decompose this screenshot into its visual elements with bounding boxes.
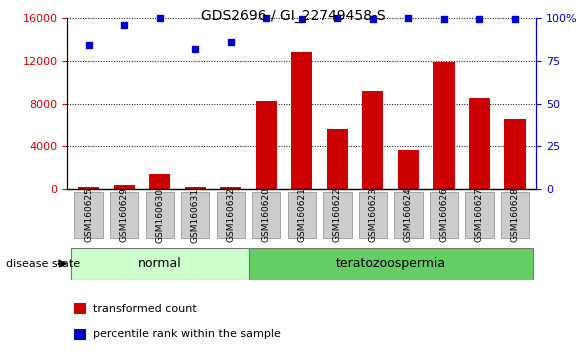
FancyBboxPatch shape: [252, 192, 281, 238]
Point: [510, 17, 520, 22]
Point: [190, 46, 200, 51]
Bar: [114, 185, 135, 189]
Bar: [504, 119, 526, 189]
Text: GSM160630: GSM160630: [155, 188, 164, 242]
FancyBboxPatch shape: [500, 192, 529, 238]
Point: [475, 17, 484, 22]
Bar: [291, 52, 312, 189]
Point: [84, 42, 93, 48]
Bar: [220, 187, 241, 189]
Point: [297, 17, 306, 22]
Point: [120, 22, 129, 27]
Text: GSM160628: GSM160628: [510, 188, 519, 242]
Text: normal: normal: [138, 257, 182, 270]
Text: GSM160622: GSM160622: [333, 188, 342, 242]
Bar: [74, 303, 86, 314]
Point: [404, 15, 413, 21]
FancyBboxPatch shape: [248, 248, 533, 280]
Bar: [185, 187, 206, 189]
Text: GSM160621: GSM160621: [297, 188, 306, 242]
Bar: [74, 329, 86, 340]
Bar: [326, 129, 348, 189]
Text: GDS2696 / GI_22749458-S: GDS2696 / GI_22749458-S: [200, 9, 386, 23]
Point: [439, 17, 448, 22]
Bar: [398, 150, 419, 189]
Bar: [362, 91, 383, 189]
Text: GSM160627: GSM160627: [475, 188, 484, 242]
Bar: [255, 101, 277, 189]
Point: [226, 39, 236, 45]
Bar: [149, 175, 171, 189]
FancyBboxPatch shape: [217, 192, 245, 238]
Text: percentile rank within the sample: percentile rank within the sample: [93, 329, 281, 339]
FancyBboxPatch shape: [110, 192, 138, 238]
Text: teratozoospermia: teratozoospermia: [336, 257, 445, 270]
Text: GSM160632: GSM160632: [226, 188, 235, 242]
Text: GSM160625: GSM160625: [84, 188, 93, 242]
FancyBboxPatch shape: [145, 192, 174, 238]
FancyBboxPatch shape: [71, 248, 248, 280]
Point: [155, 15, 165, 21]
Text: transformed count: transformed count: [93, 304, 196, 314]
Text: GSM160629: GSM160629: [120, 188, 129, 242]
Text: disease state: disease state: [6, 259, 80, 269]
Text: GSM160626: GSM160626: [440, 188, 448, 242]
Point: [368, 17, 377, 22]
FancyBboxPatch shape: [394, 192, 423, 238]
FancyBboxPatch shape: [74, 192, 103, 238]
Point: [261, 15, 271, 21]
FancyBboxPatch shape: [430, 192, 458, 238]
Text: GSM160620: GSM160620: [262, 188, 271, 242]
Text: GSM160624: GSM160624: [404, 188, 413, 242]
Bar: [78, 187, 100, 189]
FancyBboxPatch shape: [465, 192, 493, 238]
FancyBboxPatch shape: [323, 192, 352, 238]
Text: GSM160631: GSM160631: [191, 188, 200, 242]
Text: GSM160623: GSM160623: [369, 188, 377, 242]
Point: [333, 15, 342, 21]
FancyBboxPatch shape: [359, 192, 387, 238]
FancyBboxPatch shape: [181, 192, 209, 238]
Bar: [469, 98, 490, 189]
Bar: [433, 62, 455, 189]
FancyBboxPatch shape: [288, 192, 316, 238]
